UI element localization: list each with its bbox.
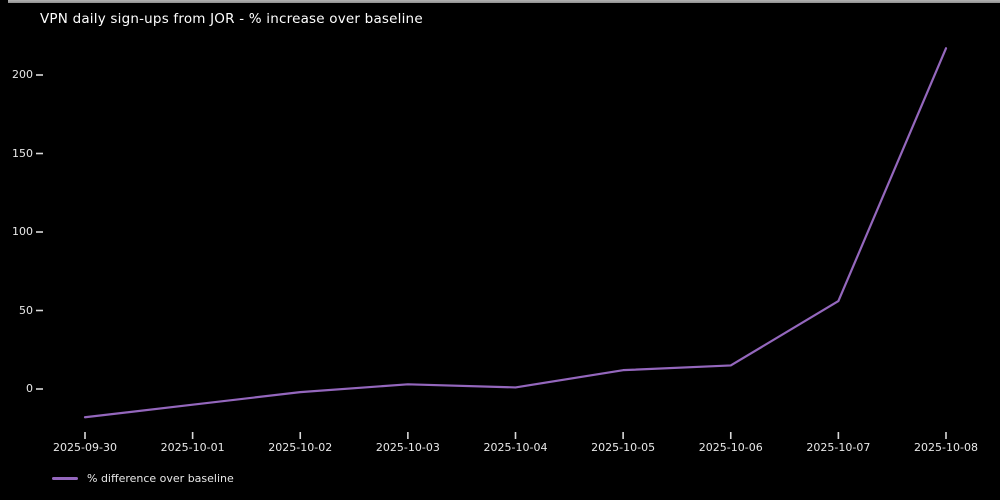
y-tick-label: 200 — [12, 68, 33, 81]
x-tick-label: 2025-10-04 — [483, 441, 548, 454]
x-tick-label: 2025-09-30 — [53, 441, 117, 454]
y-tick-label: 100 — [12, 225, 33, 238]
x-tick-label: 2025-10-06 — [698, 441, 763, 454]
x-tick-label: 2025-10-02 — [268, 441, 333, 454]
x-tick-label: 2025-10-08 — [914, 441, 978, 454]
series-line — [83, 47, 948, 419]
chart-title: VPN daily sign-ups from JOR - % increase… — [40, 11, 423, 27]
x-tick-label: 2025-10-07 — [806, 441, 871, 454]
window-top-edge — [8, 0, 1000, 3]
x-tick-label: 2025-10-01 — [160, 441, 225, 454]
y-tick-label: 0 — [26, 382, 33, 395]
legend-label: % difference over baseline — [87, 472, 234, 485]
legend-line-swatch — [52, 477, 78, 480]
y-tick-label: 50 — [19, 303, 33, 317]
y-tick-label: 150 — [12, 146, 33, 160]
legend: % difference over baseline — [52, 472, 234, 485]
x-tick-label: 2025-10-05 — [591, 441, 656, 454]
x-tick-label: 2025-10-03 — [375, 441, 440, 454]
